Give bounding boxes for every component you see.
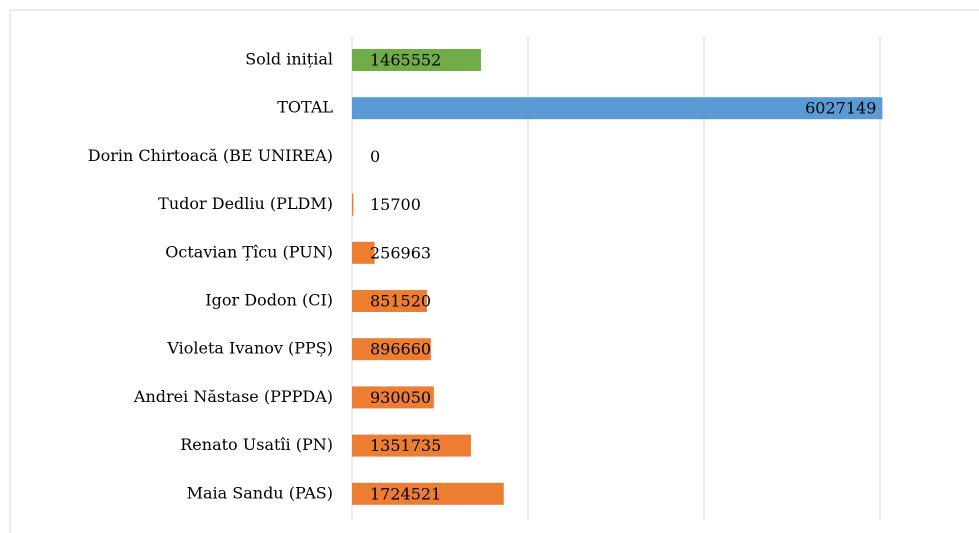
bar <box>352 290 427 312</box>
bar <box>352 97 883 120</box>
value-label: 1724521 <box>370 484 441 503</box>
y-tick-label: Tudor Dedliu (PLDM) <box>158 194 333 213</box>
value-label: 930050 <box>370 388 431 407</box>
y-tick-label: Violeta Ivanov (PPȘ) <box>166 339 333 358</box>
value-label: 0 <box>370 147 380 166</box>
y-tick-label: Igor Dodon (CI) <box>205 291 333 310</box>
value-label: 896660 <box>370 340 431 359</box>
bar <box>352 193 354 216</box>
y-tick-label: Sold inițial <box>245 50 333 69</box>
bar <box>352 241 375 264</box>
y-tick-label: Andrei Năstase (PPPDA) <box>133 387 333 406</box>
bar <box>352 386 434 409</box>
bar <box>352 482 504 505</box>
value-label: 1465552 <box>370 51 441 70</box>
y-tick-label: Dorin Chirtoacă (BE UNIREA) <box>88 146 333 165</box>
bar <box>352 434 471 457</box>
y-tick-label: Maia Sandu (PAS) <box>187 483 333 502</box>
value-label: 6027149 <box>805 99 876 118</box>
y-tick-label: TOTAL <box>277 98 333 117</box>
value-label: 256963 <box>370 243 431 262</box>
bar <box>352 338 431 361</box>
y-tick-label: Octavian Țîcu (PUN) <box>165 242 333 262</box>
chart-border <box>9 9 979 533</box>
y-tick-label: Renato Usatîi (PN) <box>180 435 333 454</box>
value-label: 1351735 <box>370 436 441 455</box>
value-label: 15700 <box>370 195 421 214</box>
bar <box>352 49 481 71</box>
value-label: 851520 <box>370 292 431 311</box>
